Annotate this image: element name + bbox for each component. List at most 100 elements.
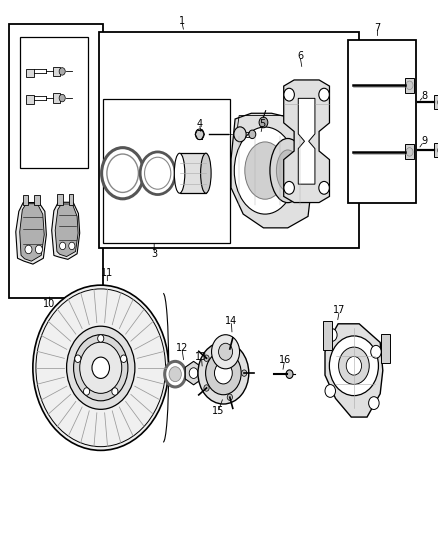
Bar — [405, 144, 414, 159]
Ellipse shape — [174, 153, 185, 193]
Circle shape — [102, 148, 144, 199]
Circle shape — [69, 242, 75, 249]
Bar — [323, 321, 332, 350]
Polygon shape — [231, 113, 312, 228]
Circle shape — [198, 342, 249, 404]
Text: 11: 11 — [101, 268, 113, 278]
Circle shape — [165, 361, 186, 387]
Ellipse shape — [234, 127, 296, 214]
Circle shape — [346, 357, 362, 375]
Bar — [20, 37, 88, 168]
Circle shape — [84, 387, 90, 395]
Circle shape — [204, 355, 209, 361]
Circle shape — [112, 387, 118, 395]
Circle shape — [406, 81, 413, 90]
Text: 14: 14 — [225, 316, 237, 326]
Ellipse shape — [276, 150, 299, 191]
Circle shape — [234, 127, 246, 142]
Bar — [53, 67, 60, 76]
Bar — [381, 334, 390, 363]
Text: 5: 5 — [260, 119, 266, 128]
Circle shape — [329, 336, 378, 395]
Circle shape — [212, 335, 240, 369]
Circle shape — [75, 355, 81, 362]
Circle shape — [140, 152, 175, 195]
Circle shape — [25, 245, 32, 254]
Bar — [22, 195, 28, 206]
Circle shape — [59, 94, 65, 102]
Bar — [35, 195, 40, 206]
Bar — [9, 24, 103, 298]
Circle shape — [319, 88, 329, 101]
Text: 12: 12 — [176, 343, 188, 352]
Text: 8: 8 — [421, 91, 427, 101]
Circle shape — [242, 370, 247, 376]
Circle shape — [80, 342, 122, 393]
Circle shape — [107, 154, 138, 192]
Circle shape — [325, 385, 336, 398]
Bar — [103, 99, 230, 243]
Circle shape — [286, 370, 293, 378]
Circle shape — [98, 335, 104, 342]
Bar — [405, 78, 414, 93]
Circle shape — [339, 347, 369, 384]
Text: 10: 10 — [43, 299, 56, 309]
Circle shape — [406, 148, 413, 156]
Ellipse shape — [201, 153, 211, 193]
Circle shape — [227, 394, 233, 400]
Circle shape — [74, 335, 128, 401]
Circle shape — [249, 130, 256, 139]
Polygon shape — [325, 324, 383, 417]
Circle shape — [284, 181, 294, 194]
Circle shape — [145, 157, 171, 189]
Bar — [69, 195, 73, 205]
Bar — [434, 143, 438, 157]
Bar — [348, 40, 416, 203]
Text: 1: 1 — [179, 17, 185, 26]
Circle shape — [35, 245, 42, 254]
Circle shape — [92, 357, 110, 378]
Bar — [99, 32, 359, 248]
Text: 17: 17 — [333, 305, 346, 315]
Bar — [53, 93, 60, 103]
Ellipse shape — [270, 139, 306, 203]
Circle shape — [227, 346, 233, 352]
Bar — [57, 195, 63, 205]
Polygon shape — [284, 80, 329, 203]
Circle shape — [219, 343, 233, 360]
Text: 4: 4 — [196, 119, 202, 128]
Text: 15: 15 — [212, 407, 224, 416]
Bar — [434, 95, 438, 109]
Polygon shape — [16, 203, 46, 264]
Bar — [26, 69, 34, 77]
Polygon shape — [52, 203, 80, 260]
Text: 7: 7 — [374, 23, 381, 33]
Circle shape — [284, 88, 294, 101]
Circle shape — [319, 181, 329, 194]
Text: 16: 16 — [279, 355, 291, 365]
Polygon shape — [20, 204, 44, 261]
Circle shape — [371, 345, 381, 358]
Bar — [180, 154, 206, 193]
Text: 3: 3 — [151, 249, 157, 259]
Ellipse shape — [245, 142, 285, 199]
Circle shape — [195, 129, 204, 140]
Bar — [26, 95, 34, 104]
Circle shape — [327, 328, 337, 341]
Circle shape — [120, 355, 127, 362]
Circle shape — [59, 68, 65, 75]
Circle shape — [205, 351, 241, 395]
Text: 9: 9 — [421, 136, 427, 146]
Circle shape — [189, 368, 198, 378]
Polygon shape — [298, 98, 315, 184]
Circle shape — [369, 397, 379, 409]
Circle shape — [60, 242, 66, 249]
Polygon shape — [55, 204, 78, 256]
Text: 6: 6 — [297, 51, 303, 61]
Polygon shape — [185, 361, 202, 385]
Circle shape — [67, 326, 135, 409]
Text: 13: 13 — [195, 352, 208, 362]
Circle shape — [204, 385, 209, 391]
Circle shape — [259, 117, 268, 128]
Circle shape — [215, 362, 232, 384]
